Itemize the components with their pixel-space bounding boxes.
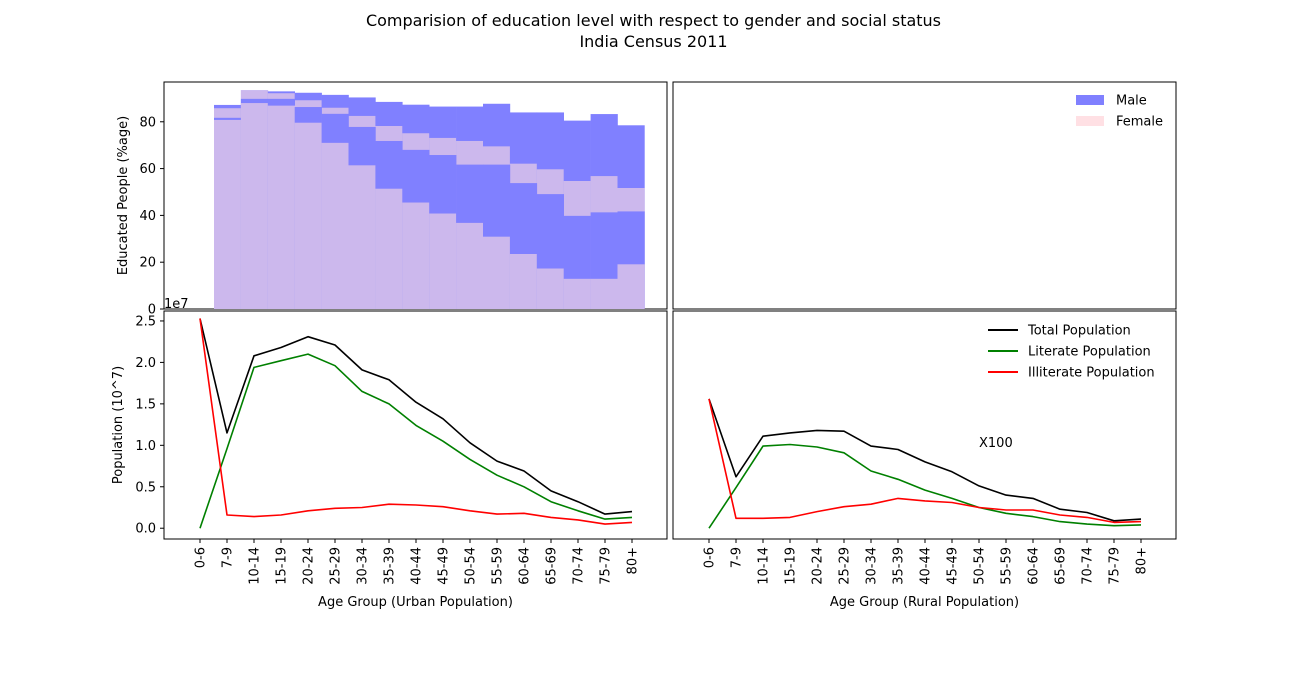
urban-line-ytick-label: 0.5 [135,480,156,495]
rural-line-line-illiterate-population [708,398,1142,524]
urban-bar-ylabel: Educated People (%age) [116,116,131,275]
rural-line-line-total-population [708,398,1142,522]
rural-bar-legend-swatch [1076,95,1104,105]
urban-line-xtick-label: 75-79 [599,547,614,585]
urban-bar-ytick-label: 60 [139,162,156,177]
rural-line-xtick-label: 7-9 [730,547,745,568]
urban-line-xtick-label: 7-9 [221,547,236,568]
rural-line-legend-label: Illiterate Population [1028,366,1155,381]
rural-line-legend-label: Literate Population [1028,345,1151,360]
rural-bar-female-bar [402,202,430,309]
rural-line-xtick-label: 70-74 [1081,547,1096,585]
rural-bar-female-bar [321,142,349,309]
rural-line-line-literate-population [708,443,1142,529]
rural-line-xlabel: Age Group (Rural Population) [830,595,1019,610]
urban-bar-ytick-label: 80 [139,115,156,130]
urban-line-xtick-label: 35-39 [383,547,398,585]
urban-line-xtick-label: 20-24 [302,547,317,585]
rural-bar-female-bar [267,105,295,310]
rural-line-annotation: X100 [979,436,1013,451]
urban-line-offset-text: 1e7 [164,297,189,312]
urban-line-xtick-label: 10-14 [248,547,263,585]
rural-bar-female-bar [375,188,403,309]
rural-line-xtick-label: 20-24 [811,547,826,585]
urban-line-ylabel: Population (10^7) [111,366,126,484]
urban-line-xtick-label: 80+ [626,547,641,574]
rural-bar-female-bar [348,165,376,309]
rural-bar-female-bar [240,103,269,309]
rural-line-xtick-label: 35-39 [892,547,907,585]
urban-line-xtick-label: 40-44 [410,547,425,585]
urban-line-ytick-label: 0.0 [135,522,156,537]
rural-bar-female-bar [483,236,511,309]
rural-line-xtick-label: 10-14 [757,547,772,585]
urban-line-xtick-label: 55-59 [491,547,506,585]
chart-subtitle: India Census 2011 [579,32,728,51]
chart-title: Comparision of education level with resp… [365,11,942,30]
rural-bar-female-bar [563,278,591,309]
urban-line-xtick-label: 50-54 [464,547,479,585]
rural-line-legend-label: Total Population [1027,324,1131,339]
rural-bar-plot-frame [672,81,1177,310]
rural-line-xtick-label: 15-19 [784,547,799,585]
rural-line-xtick-label: 75-79 [1108,547,1123,585]
rural-bar-female-bar [294,122,322,309]
urban-line-line-illiterate-population [199,318,633,525]
urban-line-line-total-population [199,318,633,515]
rural-line-xtick-label: 25-29 [838,547,853,585]
urban-line-plot: 0-6 7-9 10-14 15-19 20-24 25-29 30-34 35-39 40-4… [111,297,668,610]
urban-line-xtick-label: 15-19 [275,547,290,585]
rural-bar-legend-label: Female [1116,115,1163,130]
urban-line-ytick-label: 1.5 [135,397,156,412]
urban-line-ytick-label: 2.0 [135,356,156,371]
urban-line-xtick-label: 0-6 [194,547,209,568]
rural-bar-female-bar [456,222,484,309]
rural-bar-plot: Male Female [214,81,1177,310]
rural-bar-female-bar [214,119,242,309]
rural-bar-female-bar [590,278,618,309]
urban-line-xtick-label: 45-49 [437,547,452,585]
rural-line-xtick-label: 30-34 [865,547,880,585]
rural-line-xtick-label: 50-54 [973,547,988,585]
urban-line-xtick-label: 30-34 [356,547,371,585]
urban-bar-ytick-label: 0 [148,303,156,318]
rural-bar-female-bar [509,254,538,309]
urban-line-ytick-label: 2.5 [135,314,156,329]
urban-line-line-literate-population [199,353,633,529]
urban-line-xtick-label: 70-74 [572,547,587,585]
urban-line-ytick-label: 1.0 [135,439,156,454]
urban-bar-ytick-label: 20 [139,256,156,271]
urban-bar-ytick-label: 40 [139,209,156,224]
rural-bar-legend-swatch [1076,116,1104,126]
urban-line-xlabel: Age Group (Urban Population) [318,595,513,610]
urban-line-xtick-label: 65-69 [545,547,560,585]
rural-line-xtick-label: 80+ [1135,547,1150,574]
rural-line-xtick-label: 55-59 [1000,547,1015,585]
rural-line-xtick-label: 65-69 [1054,547,1069,585]
urban-line-xtick-label: 25-29 [329,547,344,585]
rural-line-plot: 0-6 7-9 10-14 15-19 20-24 25-29 30-34 35-39 40-4… [672,310,1177,610]
rural-line-xtick-label: 60-64 [1027,547,1042,585]
rural-bar-female-bar [429,213,457,309]
urban-line-xtick-label: 60-64 [518,547,533,585]
rural-line-xtick-label: 0-6 [703,547,718,568]
rural-bar-female-bar [617,264,645,309]
rural-line-xtick-label: 40-44 [919,547,934,585]
rural-bar-female-bar [536,268,564,309]
rural-line-xtick-label: 45-49 [946,547,961,585]
rural-bar-legend-label: Male [1116,94,1147,109]
